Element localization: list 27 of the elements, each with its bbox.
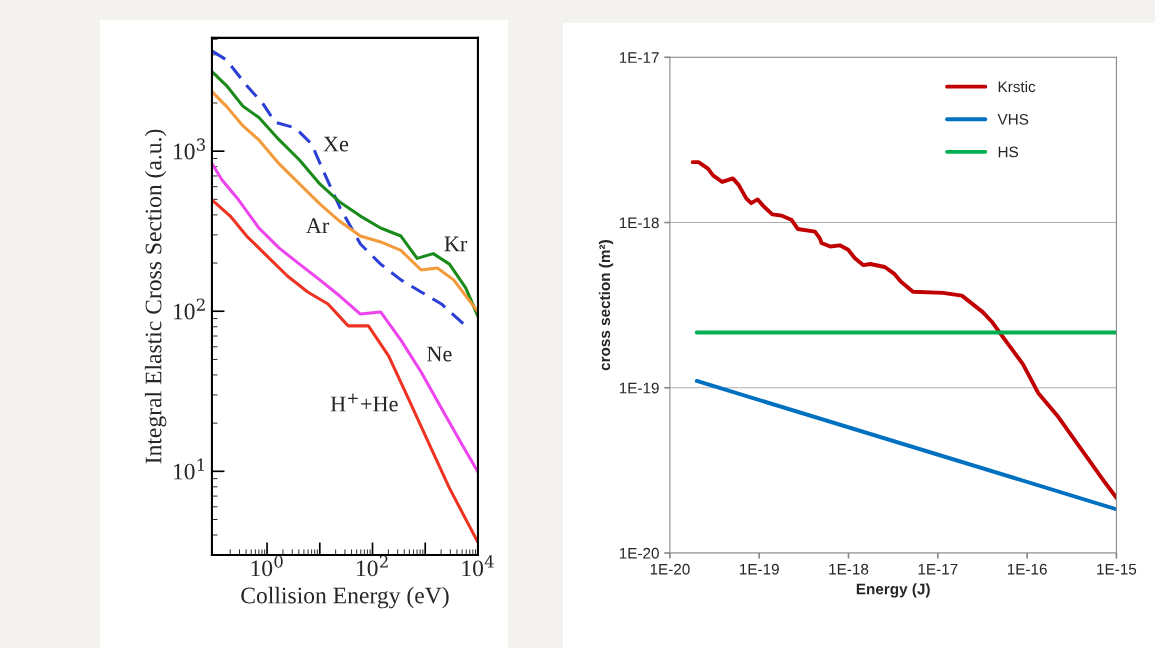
x-tick-label: 10$^{4}$ xyxy=(462,555,494,577)
series-label: Ne xyxy=(427,346,452,362)
y-tick-label: 10$^{1}$ xyxy=(173,458,204,480)
x-tick-label: 1E-15 xyxy=(1097,563,1137,575)
legend-label: HS xyxy=(998,146,1019,158)
x-axis-title: Collision Energy (eV) xyxy=(241,586,449,609)
y-tick-label: 10$^{3}$ xyxy=(173,138,206,160)
series-label: H$^{+}$+He xyxy=(330,393,398,412)
x-tick-label: 10$^{0}$ xyxy=(251,555,283,577)
y-tick-label: 1E-17 xyxy=(619,52,659,63)
y-axis-title: cross section (m²) xyxy=(598,240,614,371)
y-tick-label: 1E-18 xyxy=(619,217,659,229)
y-axis-title: Integral Elastic Cross Section (a.u.) xyxy=(144,129,167,464)
x-tick-label: 1E-17 xyxy=(918,563,958,575)
x-tick-label: 1E-19 xyxy=(739,563,779,575)
y-tick-label: 1E-19 xyxy=(619,382,659,394)
series-label: Xe xyxy=(323,136,349,152)
x-tick-label: 1E-18 xyxy=(829,563,869,575)
y-tick-label: 10$^{2}$ xyxy=(173,298,205,320)
legend-label: VHS xyxy=(997,113,1029,125)
y-tick-label: 1E-20 xyxy=(619,547,659,559)
series-label: Kr xyxy=(444,236,468,252)
x-tick-label: 1E-16 xyxy=(1007,563,1047,575)
legend-label: Krstic xyxy=(998,80,1036,93)
x-tick-label: 1E-20 xyxy=(650,563,690,575)
series-label: Ar xyxy=(306,218,330,234)
x-axis-title: Energy (J) xyxy=(856,583,930,598)
